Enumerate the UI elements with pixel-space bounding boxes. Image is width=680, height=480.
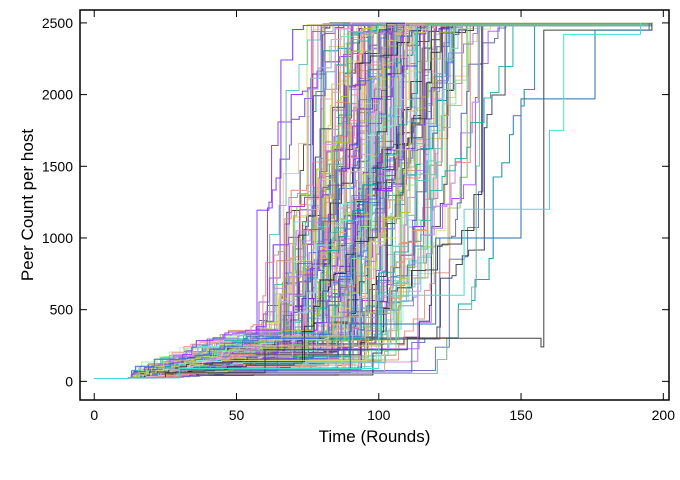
- host-series-line: [94, 22, 653, 379]
- host-series-line: [94, 22, 653, 379]
- slow-host-series-line: [94, 22, 641, 379]
- x-tick-label: 100: [367, 407, 391, 423]
- host-series-line: [94, 22, 653, 379]
- x-axis-label: Time (Rounds): [319, 427, 431, 446]
- y-tick-label: 500: [50, 302, 74, 318]
- y-tick-label: 1000: [42, 230, 73, 246]
- x-tick-label: 150: [509, 407, 533, 423]
- plot-frame: [79, 9, 670, 401]
- host-series-line: [94, 22, 653, 379]
- series-layer: [94, 22, 653, 379]
- y-tick-label: 2500: [42, 15, 73, 31]
- x-tick-label: 200: [652, 407, 676, 423]
- y-tick-label: 0: [65, 373, 73, 389]
- host-series-line: [94, 22, 653, 379]
- host-series-line: [94, 22, 653, 379]
- x-tick-label: 50: [229, 407, 245, 423]
- x-tick-label: 0: [90, 407, 98, 423]
- host-series-line: [94, 22, 652, 379]
- y-tick-label: 1500: [42, 158, 73, 174]
- y-axis-label: Peer Count per host: [18, 129, 37, 281]
- host-series-line: [94, 22, 653, 379]
- host-series-line: [94, 22, 653, 379]
- y-tick-label: 2000: [42, 87, 73, 103]
- host-series-line: [94, 22, 653, 379]
